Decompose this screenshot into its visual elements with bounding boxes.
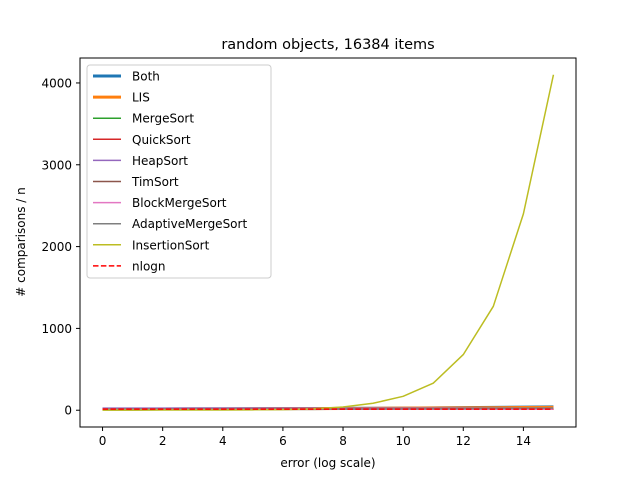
legend-frame	[86, 64, 272, 279]
legend-label-lis: LIS	[132, 91, 150, 105]
y-tick-label: 0	[64, 404, 72, 418]
x-tick-label: 2	[159, 434, 167, 448]
y-tick-label: 2000	[41, 240, 72, 254]
series-line-insertionsort	[102, 74, 555, 411]
legend-label-timsort: TimSort	[131, 175, 179, 189]
legend-label-quicksort: QuickSort	[132, 133, 191, 147]
plot-frame	[79, 57, 577, 428]
y-tick-label: 4000	[41, 76, 72, 90]
legend-label-insertionsort: InsertionSort	[132, 238, 210, 252]
x-tick-label: 10	[396, 434, 411, 448]
legend: Both LIS MergeSort QuickSort HeapSort TimSort…	[86, 64, 272, 279]
legend-label-mergesort: MergeSort	[132, 112, 194, 126]
x-tick-label: 12	[456, 434, 471, 448]
legend-label-adaptivemergesort: AdaptiveMergeSort	[132, 217, 247, 231]
x-axis-label: error (log scale)	[280, 456, 375, 470]
legend-label-heapsort: HeapSort	[132, 154, 188, 168]
legend-label-blockmergesort: BlockMergeSort	[132, 196, 227, 210]
chart-title: random objects, 16384 items	[221, 37, 434, 53]
x-tick-label: 6	[279, 434, 287, 448]
y-tick-label: 1000	[41, 322, 72, 336]
legend-label-nlogn: nlogn	[132, 259, 166, 273]
x-tick-label: 14	[516, 434, 531, 448]
legend-label-both: Both	[132, 70, 160, 84]
x-tick-label: 4	[219, 434, 227, 448]
y-axis-label: # comparisons / n	[14, 187, 28, 296]
x-tick-label: 8	[339, 434, 347, 448]
y-axis-ticks: 0 1000 2000 3000 4000	[41, 76, 80, 418]
x-axis-ticks: 0 2 4 6 8 10 12 14	[99, 427, 531, 448]
y-tick-label: 3000	[41, 158, 72, 172]
plot-lines	[102, 74, 555, 411]
x-tick-label: 0	[99, 434, 107, 448]
